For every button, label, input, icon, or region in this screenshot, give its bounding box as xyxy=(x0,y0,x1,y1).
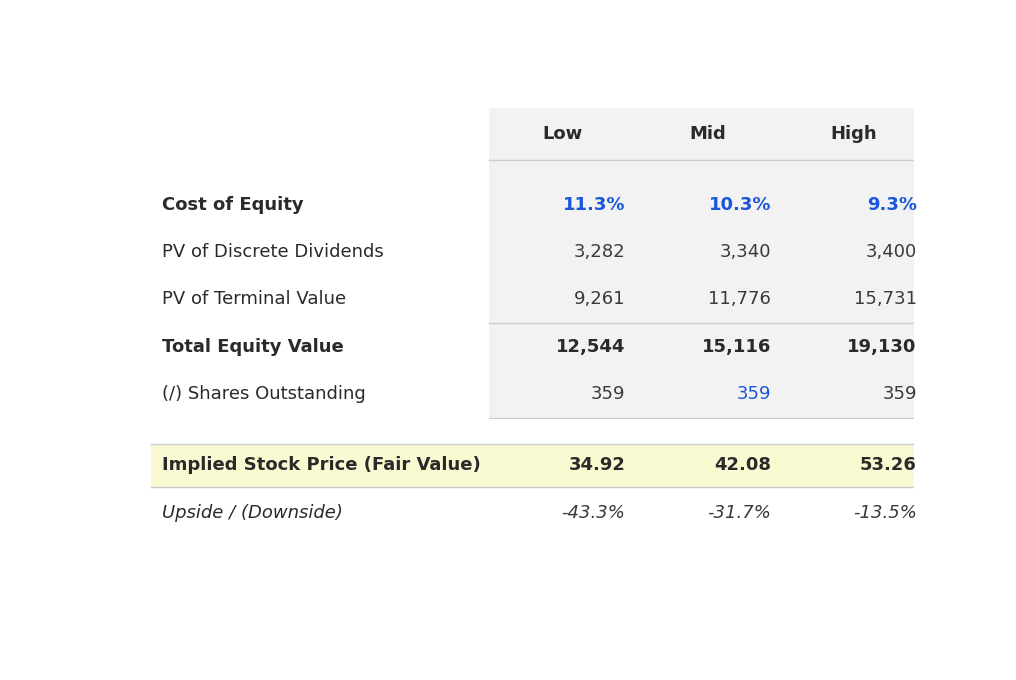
Text: 34.92: 34.92 xyxy=(569,456,626,475)
Text: 359: 359 xyxy=(882,385,916,403)
Text: (/) Shares Outstanding: (/) Shares Outstanding xyxy=(163,385,366,403)
Text: 3,400: 3,400 xyxy=(866,243,916,261)
Text: Cost of Equity: Cost of Equity xyxy=(163,196,304,214)
Text: 53.26: 53.26 xyxy=(860,456,916,475)
Text: High: High xyxy=(830,125,877,143)
Text: 359: 359 xyxy=(591,385,626,403)
Text: 3,340: 3,340 xyxy=(719,243,771,261)
Text: 15,116: 15,116 xyxy=(702,337,771,356)
Text: 9.3%: 9.3% xyxy=(867,196,916,214)
Text: -31.7%: -31.7% xyxy=(707,503,771,522)
Text: 12,544: 12,544 xyxy=(556,337,626,356)
Bar xyxy=(150,444,927,487)
Text: 42.08: 42.08 xyxy=(714,456,771,475)
Text: 11.3%: 11.3% xyxy=(563,196,626,214)
Text: -13.5%: -13.5% xyxy=(852,503,916,522)
Text: 19,130: 19,130 xyxy=(847,337,916,356)
Text: 3,282: 3,282 xyxy=(574,243,626,261)
Text: Low: Low xyxy=(542,125,582,143)
Text: 15,731: 15,731 xyxy=(853,290,916,309)
Text: Implied Stock Price (Fair Value): Implied Stock Price (Fair Value) xyxy=(163,456,482,475)
Text: 10.3%: 10.3% xyxy=(708,196,771,214)
Text: Upside / (Downside): Upside / (Downside) xyxy=(163,503,343,522)
Text: 11,776: 11,776 xyxy=(708,290,771,309)
Text: 359: 359 xyxy=(737,385,771,403)
Text: PV of Terminal Value: PV of Terminal Value xyxy=(163,290,346,309)
Bar xyxy=(489,107,927,418)
Text: PV of Discrete Dividends: PV of Discrete Dividends xyxy=(163,243,384,261)
Text: 9,261: 9,261 xyxy=(574,290,626,309)
Text: Total Equity Value: Total Equity Value xyxy=(163,337,344,356)
Text: -43.3%: -43.3% xyxy=(562,503,626,522)
Text: Mid: Mid xyxy=(689,125,726,143)
